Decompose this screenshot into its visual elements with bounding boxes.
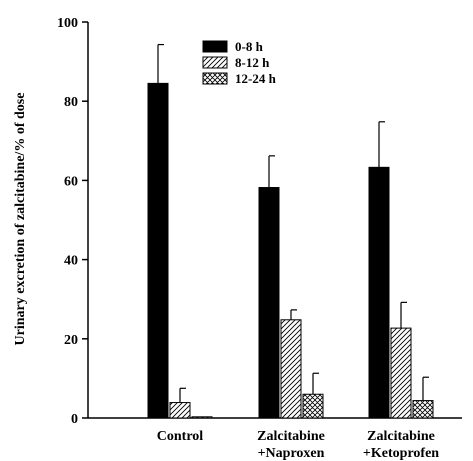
legend-label: 0-8 h — [235, 39, 264, 54]
bar-12-24h-1 — [302, 393, 324, 419]
legend-label: 8-12 h — [235, 55, 270, 70]
legend-label: 12-24 h — [235, 71, 277, 86]
x-tick-label: +Ketoprofen — [363, 446, 439, 461]
bar-12-24h-2 — [412, 400, 434, 419]
bar-8-12h-1 — [280, 319, 302, 419]
bar-0-8h-1 — [258, 187, 280, 419]
bar-0-8h-0 — [147, 82, 169, 419]
x-tick-label: Zalcitabine — [367, 429, 435, 444]
bar-0-8h-2 — [368, 166, 390, 419]
y-tick-label: 60 — [64, 174, 78, 189]
legend-swatch — [202, 40, 228, 53]
legend-swatch — [202, 56, 228, 69]
y-tick-label: 100 — [57, 16, 78, 31]
bar-12-24h-0 — [191, 416, 213, 419]
axes: 0 20 40 60 80 100 Control Zalcitabine +Naproxen Z… — [57, 16, 462, 461]
y-axis-label: Urinary excretion of zalcitabine/% of do… — [13, 93, 28, 346]
legend-swatch — [202, 72, 228, 85]
x-tick-label: Zalcitabine — [257, 429, 325, 444]
y-tick-label: 0 — [71, 412, 78, 427]
bars — [147, 43, 434, 419]
y-tick-label: 40 — [64, 254, 78, 269]
bar-8-12h-0 — [169, 402, 191, 419]
x-tick-label: Control — [157, 429, 204, 444]
y-tick-label: 80 — [64, 95, 78, 110]
legend: 0-8 h8-12 h12-24 h — [202, 39, 277, 86]
x-tick-label: +Naproxen — [258, 446, 325, 461]
bar-8-12h-2 — [390, 327, 412, 419]
y-tick-label: 20 — [64, 333, 78, 348]
